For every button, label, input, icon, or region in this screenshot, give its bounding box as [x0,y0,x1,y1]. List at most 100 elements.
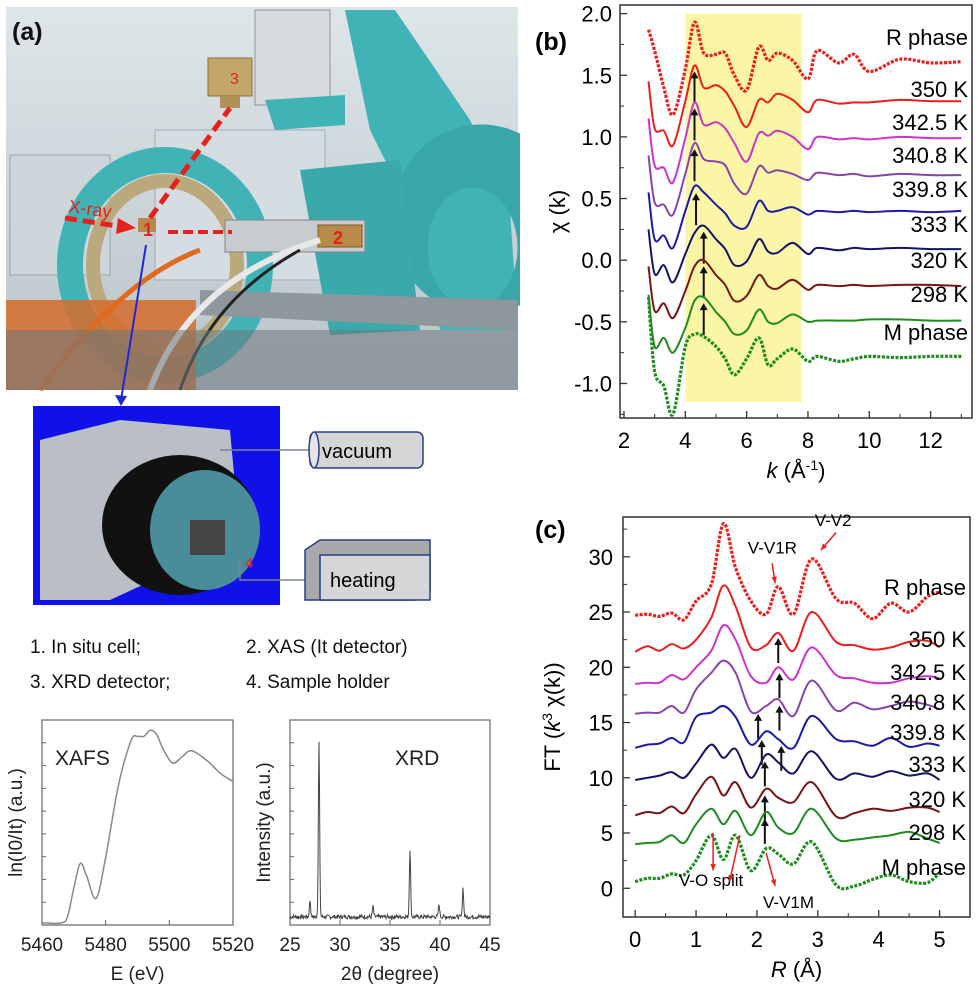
x-tick-label: 0 [629,927,641,952]
peak-arrow-icon [699,231,708,239]
y-tick-label: 0 [601,876,613,901]
series-line-320-K [634,775,940,820]
peak-arrow-icon [690,149,699,157]
xrd-x-tick-label: 45 [479,935,500,956]
series-label: 350 K [909,627,967,652]
peak-arrow-icon [699,266,708,274]
series-label: 342.5 K [892,110,968,135]
xafs-x-tick-label: 5480 [85,935,127,956]
sample-stage [190,520,225,555]
y-tick-label: 1.0 [581,125,612,150]
peak-arrow-icon [760,795,769,803]
marker-1: 1 [143,220,153,240]
annotation-arrow-icon [770,879,777,887]
series-label: 298 K [909,820,967,845]
xrd-motor-assembly [254,9,331,106]
peak-arrow-icon [754,713,763,721]
xafs-x-tick-label: 5460 [21,935,63,956]
annotation-arrow-icon [728,874,734,882]
x-tick-label: 2 [618,428,630,453]
legend-item-4: 4. Sample holder [246,672,390,693]
in-situ-cell-box [138,218,156,232]
series-line-340-8-K [647,141,962,217]
xrd-curve [289,741,491,921]
x-tick-label: 12 [918,428,942,453]
series-label: 342.5 K [890,660,966,685]
x-tick-label: 6 [741,428,753,453]
series-line-350-K [634,584,941,653]
series-line-R-phase [635,521,941,622]
xrd-x-axis-title: 2θ (degree) [341,964,439,985]
y-tick-label: 15 [589,711,613,736]
peak-arrow-icon [690,71,699,79]
series-label: 333 K [911,212,969,237]
floor-equipment [6,330,518,390]
x-tick-label: 4 [873,927,885,952]
xafs-x-tick-label: 5520 [212,935,254,956]
heating-connector-line [239,560,305,581]
series-label: 320 K [909,787,967,812]
x-tick-label: 10 [857,428,881,453]
panel-label-c: (c) [535,516,566,544]
xafs-xrd-charts: 5460 5480 5500 5520 E (eV) ln(I0/It) (a.u.) XA… [6,719,501,985]
x-tick-label: 1 [690,927,702,952]
xrd-x-tick-label: 35 [379,935,400,956]
series-label: 320 K [911,248,969,273]
series-line-298-K [647,294,962,354]
y-tick-label: -0.5 [574,310,612,335]
series-line-333-K [647,224,962,284]
y-tick-label: -1.0 [574,371,612,396]
annotation-label: V-V1M [763,893,814,912]
series-line-320-K [647,258,962,320]
series-line-333-K [635,743,941,781]
y-tick-label: 25 [589,600,613,625]
series-label: 340.8 K [892,143,968,168]
x-tick-label: 8 [802,428,814,453]
series-line-298-K [635,807,940,846]
y-tick-label: 2.0 [581,2,612,27]
xrd-detector-box [207,57,253,97]
xas-detector-box [317,224,363,248]
xafs-y-axis-title: ln(I0/It) (a.u.) [6,768,27,877]
xrd-x-tick-label: 40 [429,935,450,956]
series-line-350-K [647,64,962,148]
x-axis-title: k (Å-1) [767,457,826,483]
x-tick-label: 4 [679,428,691,453]
peak-arrow-icon [775,705,784,713]
xafs-x-axis-title: E (eV) [111,964,165,985]
legend-item-2: 2. XAS (It detector) [246,637,408,658]
y-tick-label: 5 [601,821,613,846]
peak-arrow-icon [760,818,769,826]
y-tick-label: 20 [589,655,613,680]
legend-item-1: 1. In situ cell; [30,637,141,658]
plot-frame [619,4,973,419]
series-label: M phase [884,320,968,345]
peak-arrow-icon [692,193,701,201]
xrd-x-tick-label: 30 [329,935,350,956]
y-tick-label: 0.0 [581,248,612,273]
y-tick-label: 1.5 [581,63,612,88]
annotation-arrow-shaft [728,835,741,882]
chi-k-chart: 2 4 6 8 10 12 2.0 1.5 1.0 0.5 0.0 -0.5 -1.0 k (Å-1) χ … [535,2,973,483]
xrd-y-axis-title: Intensity (a.u.) [254,762,275,882]
series-line-340-8-K [635,659,940,718]
series-label: 350 K [911,77,969,102]
x-tick-label: 5 [933,927,945,952]
series-label: 339.8 K [890,720,966,745]
y-axis-title: χ (k) [545,190,570,233]
peak-arrow-icon [777,745,786,753]
xrd-title: XRD [395,747,439,770]
motor-bracket [265,95,345,130]
series-line-339-8-K [634,704,940,750]
marker-3: 3 [230,71,239,88]
vacuum-tag: vacuum [308,431,424,469]
series-line-M-phase [646,297,962,417]
annotation-arrow-icon [710,864,716,871]
heating-tag: heating [304,539,431,601]
xafs-frame [41,719,234,926]
series-label: 339.8 K [892,177,968,202]
xafs-title: XAFS [55,747,110,770]
experimental-setup-photo: X-ray 1 2 3 (a) 4 vacuum heating [6,7,520,605]
x-tick-label: 3 [812,927,824,952]
y-axis-title: FT (k3 χ(k)) [539,662,565,771]
